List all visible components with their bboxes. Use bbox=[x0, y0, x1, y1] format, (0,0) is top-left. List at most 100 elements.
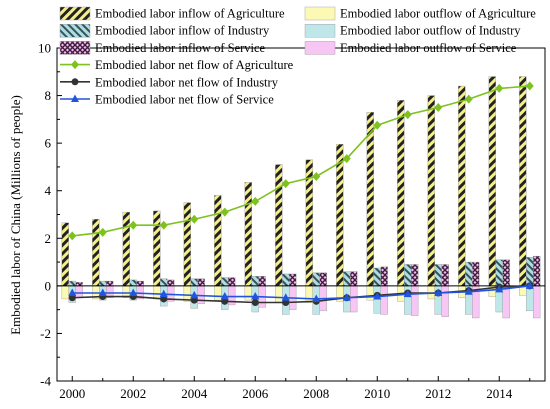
marker-diamond-2010 bbox=[373, 120, 382, 130]
bar-solid-agri-out-2003 bbox=[153, 285, 161, 300]
bar-hatch-ser-in-2001 bbox=[106, 280, 114, 287]
bar-hatch-ind-in-2010 bbox=[373, 267, 381, 287]
bar-solid-agri-out-2005 bbox=[214, 285, 222, 301]
marker-triangle-2008 bbox=[312, 294, 321, 302]
bar-hatch-ser-in-2015 bbox=[533, 255, 541, 287]
marker-triangle-2015 bbox=[525, 281, 534, 289]
marker-diamond-2013 bbox=[464, 94, 473, 104]
bar-hatch-ser-in-2006 bbox=[258, 276, 266, 287]
marker-triangle-2003 bbox=[159, 289, 168, 298]
bar-hatch-ind-in-2009 bbox=[343, 271, 351, 287]
legend-item-7: Embodied labor net flow of Industry bbox=[60, 75, 279, 89]
x-tick-label-2006: 2006 bbox=[242, 386, 269, 401]
marker-triangle-2013 bbox=[464, 287, 473, 295]
bar-solid-ser-out-2014 bbox=[502, 285, 510, 319]
bar-solid-agri-out-2008 bbox=[305, 285, 313, 303]
bar-hatch-ind-in-2006 bbox=[251, 276, 259, 287]
bar-solid-agri-out-2007 bbox=[275, 285, 283, 303]
net-flow-lines bbox=[68, 81, 534, 307]
marker-diamond-2000 bbox=[68, 231, 77, 241]
legend-label-8: Embodied labor net flow of Service bbox=[95, 93, 274, 107]
x-tick-label-2000: 2000 bbox=[59, 386, 85, 401]
bar-hatch-ind-in-2014 bbox=[495, 259, 503, 287]
marker-triangle-2001 bbox=[98, 288, 107, 296]
bar-hatch-ser-in-2002 bbox=[136, 280, 144, 287]
legend-item-0: Embodied labor inflow of Agriculture bbox=[59, 6, 285, 21]
marker-diamond-2005 bbox=[220, 207, 229, 217]
marker-circle-2003 bbox=[160, 295, 168, 303]
bar-hatch-ind-in-2011 bbox=[404, 264, 412, 287]
legend-marker-7 bbox=[71, 78, 79, 86]
y-tick-label--2: -2 bbox=[40, 326, 51, 341]
legend-item-4: Embodied labor inflow of Service bbox=[59, 41, 266, 55]
bar-hatch-ind-in-2007 bbox=[282, 273, 290, 287]
axes: -4 -2 0 2 4 6 8 10 2000 2002 2004 2006 2008 2010 2012 2… bbox=[38, 41, 546, 401]
bar-hatch-ind-in-2012 bbox=[434, 264, 442, 287]
legend-label-2: Embodied labor inflow of Industry bbox=[95, 24, 270, 38]
marker-diamond-2012 bbox=[434, 102, 443, 112]
bar-hatch-ind-in-2002 bbox=[129, 279, 137, 287]
bar-hatch-ser-in-2012 bbox=[441, 264, 449, 287]
bar-solid-agri-out-2006 bbox=[244, 285, 252, 301]
legend-label-5: Embodied labor outflow of Service bbox=[340, 41, 517, 55]
marker-diamond-2009 bbox=[342, 154, 351, 164]
legend-label-7: Embodied labor net flow of Industry bbox=[95, 75, 279, 89]
marker-diamond-2001 bbox=[98, 227, 107, 237]
x-tick-label-2004: 2004 bbox=[181, 386, 208, 401]
y-tick-label-2: 2 bbox=[45, 231, 52, 246]
y-tick-label-6: 6 bbox=[45, 136, 52, 151]
legend-swatch-1 bbox=[304, 6, 336, 21]
marker-triangle-2000 bbox=[68, 288, 77, 296]
line-triangle bbox=[72, 285, 530, 300]
bar-hatch-agri-in-2010 bbox=[366, 112, 374, 287]
marker-diamond-2015 bbox=[525, 81, 534, 91]
bar-hatch-ind-in-2003 bbox=[160, 278, 168, 287]
marker-diamond-2004 bbox=[190, 214, 199, 224]
bar-solid-ser-out-2015 bbox=[533, 285, 541, 319]
x-tick-label-2010: 2010 bbox=[364, 386, 390, 401]
legend-label-3: Embodied labor outflow of Industry bbox=[340, 24, 521, 38]
marker-diamond-2003 bbox=[159, 220, 168, 230]
bar-hatch-ind-in-2000 bbox=[68, 280, 76, 287]
legend-item-2: Embodied labor inflow of Industry bbox=[59, 24, 270, 38]
legend-swatch-3 bbox=[304, 24, 336, 38]
x-tick-label-2012: 2012 bbox=[425, 386, 451, 401]
legend-marker-6 bbox=[71, 60, 79, 70]
marker-circle-2005 bbox=[221, 297, 229, 305]
bar-hatch-agri-in-2000 bbox=[61, 222, 69, 287]
marker-diamond-2002 bbox=[129, 220, 138, 230]
legend-swatch-0 bbox=[59, 6, 91, 21]
legend-swatch-4 bbox=[59, 41, 91, 55]
bar-hatch-ser-in-2009 bbox=[350, 271, 358, 287]
marker-triangle-2012 bbox=[434, 288, 443, 296]
bar-hatch-ind-in-2013 bbox=[465, 261, 473, 287]
bar-hatch-ser-in-2000 bbox=[75, 282, 83, 287]
bar-hatch-agri-in-2011 bbox=[397, 100, 405, 287]
bar-hatch-ser-in-2008 bbox=[319, 272, 327, 287]
bar-hatch-ser-in-2010 bbox=[380, 266, 388, 287]
bar-hatch-agri-in-2015 bbox=[519, 76, 527, 287]
bar-hatch-ser-in-2007 bbox=[289, 273, 297, 287]
legend-marker-8 bbox=[71, 94, 79, 102]
bar-hatch-agri-in-2003 bbox=[153, 210, 161, 287]
y-tick-label-4: 4 bbox=[45, 183, 52, 198]
bar-hatch-agri-in-2007 bbox=[275, 164, 283, 287]
bar-hatch-agri-in-2012 bbox=[427, 95, 435, 287]
legend-item-6: Embodied labor net flow of Agriculture bbox=[60, 58, 294, 72]
bar-hatch-agri-in-2001 bbox=[92, 219, 100, 287]
marker-triangle-2009 bbox=[342, 293, 351, 301]
bar-solid-ser-out-2011 bbox=[411, 285, 419, 316]
bar-solid-ser-out-2012 bbox=[441, 285, 449, 317]
marker-circle-2007 bbox=[282, 299, 290, 307]
marker-triangle-2002 bbox=[129, 288, 138, 296]
legend-swatch-5 bbox=[304, 41, 336, 55]
bar-hatch-ind-in-2001 bbox=[99, 280, 107, 287]
marker-triangle-2010 bbox=[373, 292, 382, 300]
bar-hatch-ind-in-2004 bbox=[190, 278, 198, 287]
marker-triangle-2011 bbox=[403, 289, 412, 298]
legend-label-1: Embodied labor outflow of Agriculture bbox=[340, 7, 536, 21]
bar-solid-agri-out-2000 bbox=[61, 285, 69, 300]
bar-solid-ser-out-2000 bbox=[75, 285, 83, 298]
bar-solid-ind-out-2015 bbox=[526, 285, 534, 312]
